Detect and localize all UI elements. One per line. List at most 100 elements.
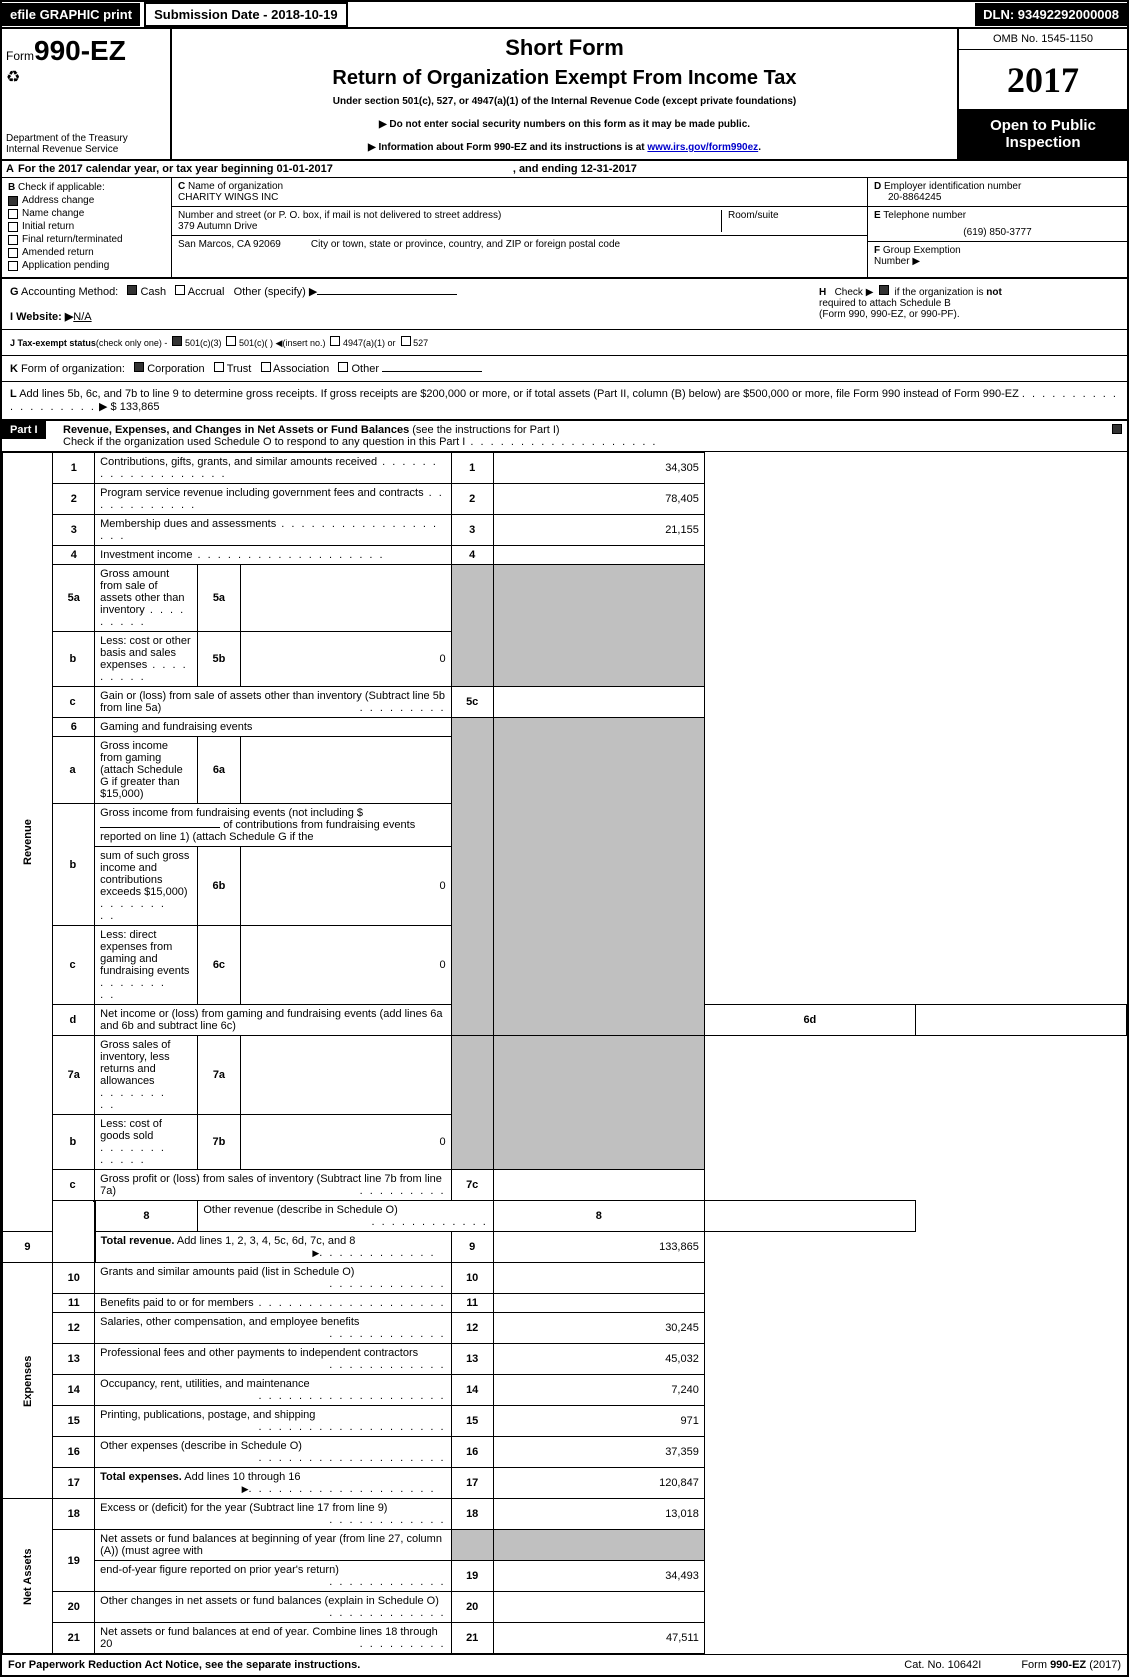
line-desc: Less: cost of goods sold xyxy=(95,1115,198,1170)
part1-label: Part I xyxy=(2,421,46,439)
right-val: 34,493 xyxy=(493,1561,704,1592)
line-desc: Grants and similar amounts paid (list in… xyxy=(95,1263,451,1294)
table-row: 8 Other revenue (describe in Schedule O)… xyxy=(3,1201,1127,1232)
chk-amended-return[interactable]: Amended return xyxy=(8,247,165,258)
form-number: 990-EZ xyxy=(34,35,126,66)
line-desc: Membership dues and assessments xyxy=(95,515,451,546)
right-val: 133,865 xyxy=(493,1232,704,1263)
line-no: 5a xyxy=(52,565,94,632)
row-f: F Group Exemption Number ▶ xyxy=(868,242,1127,270)
table-row: 4 Investment income 4 xyxy=(3,546,1127,565)
part1-check-text: Check if the organization used Schedule … xyxy=(63,436,465,448)
chk-accrual[interactable] xyxy=(175,285,185,295)
line-desc: Salaries, other compensation, and employ… xyxy=(95,1313,451,1344)
chk-final-return[interactable]: Final return/terminated xyxy=(8,234,165,245)
table-row: 2 Program service revenue including gove… xyxy=(3,484,1127,515)
table-row: 20 Other changes in net assets or fund b… xyxy=(3,1592,1127,1623)
right-val: 78,405 xyxy=(493,484,704,515)
line-no: c xyxy=(52,1170,94,1201)
line-desc: Investment income xyxy=(95,546,451,565)
header-row: Form990-EZ ♻ Department of the Treasury … xyxy=(2,29,1127,161)
opt-501c3: 501(c)(3) xyxy=(185,338,222,348)
line-no: 20 xyxy=(52,1592,94,1623)
mid-val: 0 xyxy=(240,926,451,1005)
letter-k: K xyxy=(10,363,18,375)
line-desc: Less: cost or other basis and sales expe… xyxy=(95,632,198,687)
chk-4947[interactable] xyxy=(330,336,340,346)
chk-address-change[interactable]: Address change xyxy=(8,195,165,206)
note2-post: . xyxy=(758,142,761,153)
c-street-row: Number and street (or P. O. box, if mail… xyxy=(172,207,867,236)
chk-trust[interactable] xyxy=(214,362,224,372)
right-no: 9 xyxy=(451,1232,493,1263)
h-check-label: Check ▶ xyxy=(835,287,874,298)
mid-val xyxy=(240,1036,451,1115)
arrow-icon: ▶ xyxy=(912,256,920,267)
note-2: ▶ Information about Form 990-EZ and its … xyxy=(182,142,947,153)
part1-checkbox[interactable] xyxy=(1107,421,1127,451)
line-no: d xyxy=(52,1005,94,1036)
col-b-checkboxes: B Check if applicable: Address change Na… xyxy=(2,178,172,277)
line-no: 8 xyxy=(95,1201,198,1232)
checkbox-icon xyxy=(8,196,18,206)
irs-link[interactable]: www.irs.gov/form990ez xyxy=(647,142,758,153)
right-no: 5c xyxy=(451,687,493,718)
group-exemption-label: Group Exemption xyxy=(883,245,961,256)
other-specify-label: Other (specify) ▶ xyxy=(234,286,318,298)
col-def: D Employer identification number 20-8864… xyxy=(867,178,1127,277)
right-val xyxy=(704,1201,915,1232)
line-desc: Other expenses (describe in Schedule O) xyxy=(95,1437,451,1468)
line-no: 16 xyxy=(52,1437,94,1468)
opt-4947: 4947(a)(1) or xyxy=(343,338,396,348)
form-container: efile GRAPHIC print Submission Date - 20… xyxy=(0,0,1129,1677)
chk-assoc[interactable] xyxy=(261,362,271,372)
right-val xyxy=(915,1005,1126,1036)
line-no: 4 xyxy=(52,546,94,565)
right-val xyxy=(493,687,704,718)
table-row: 11 Benefits paid to or for members 11 xyxy=(3,1294,1127,1313)
website-value: N/A xyxy=(73,311,91,323)
topbar: efile GRAPHIC print Submission Date - 20… xyxy=(2,2,1127,29)
right-no: 1 xyxy=(451,453,493,484)
row-a-text2: , and ending 12-31-2017 xyxy=(513,163,637,175)
table-row: 3 Membership dues and assessments 3 21,1… xyxy=(3,515,1127,546)
table-row: Net Assets 18 Excess or (deficit) for th… xyxy=(3,1499,1127,1530)
submission-date: Submission Date - 2018-10-19 xyxy=(144,2,348,27)
chk-name-change[interactable]: Name change xyxy=(8,208,165,219)
sidebar-revenue: Revenue xyxy=(3,453,53,1232)
sidebar-revenue-cont xyxy=(52,1201,94,1263)
name-org-label: Name of organization xyxy=(188,181,283,192)
opt-501c: 501(c)( ) xyxy=(239,338,273,348)
efile-print-button[interactable]: efile GRAPHIC print xyxy=(2,3,140,26)
line-desc: end-of-year figure reported on prior yea… xyxy=(95,1561,451,1592)
chk-initial-return[interactable]: Initial return xyxy=(8,221,165,232)
right-no: 7c xyxy=(451,1170,493,1201)
checkbox-icon xyxy=(1112,424,1122,434)
opt-corp: Corporation xyxy=(147,363,204,375)
row-d: D Employer identification number 20-8864… xyxy=(868,178,1127,207)
line-desc: Gross income from fundraising events (no… xyxy=(95,804,451,847)
chk-application-pending[interactable]: Application pending xyxy=(8,260,165,271)
line-desc: Gross amount from sale of assets other t… xyxy=(95,565,198,632)
table-row: 15 Printing, publications, postage, and … xyxy=(3,1406,1127,1437)
chk-501c[interactable] xyxy=(226,336,236,346)
chk-other[interactable] xyxy=(338,362,348,372)
chk-527[interactable] xyxy=(401,336,411,346)
footer-right: Form 990-EZ (2017) xyxy=(1021,1659,1121,1671)
chk-h[interactable] xyxy=(879,285,889,295)
row-h: H Check ▶ if the organization is not req… xyxy=(819,285,1119,320)
table-row: Expenses 10 Grants and similar amounts p… xyxy=(3,1263,1127,1294)
line-desc: Gain or (loss) from sale of assets other… xyxy=(95,687,451,718)
mid-no: 6b xyxy=(198,847,240,926)
line-no: 3 xyxy=(52,515,94,546)
letter-d: D xyxy=(874,181,881,192)
chk-corp[interactable] xyxy=(134,362,144,372)
letter-b: B xyxy=(8,182,15,193)
note2-pre: ▶ Information about Form 990-EZ and its … xyxy=(368,142,647,153)
sidebar-expenses: Expenses xyxy=(3,1263,53,1499)
line-desc: Excess or (deficit) for the year (Subtra… xyxy=(95,1499,451,1530)
org-name-value: CHARITY WINGS INC xyxy=(178,192,278,203)
chk-501c3[interactable] xyxy=(172,336,182,346)
right-val: 7,240 xyxy=(493,1375,704,1406)
chk-cash[interactable] xyxy=(127,285,137,295)
